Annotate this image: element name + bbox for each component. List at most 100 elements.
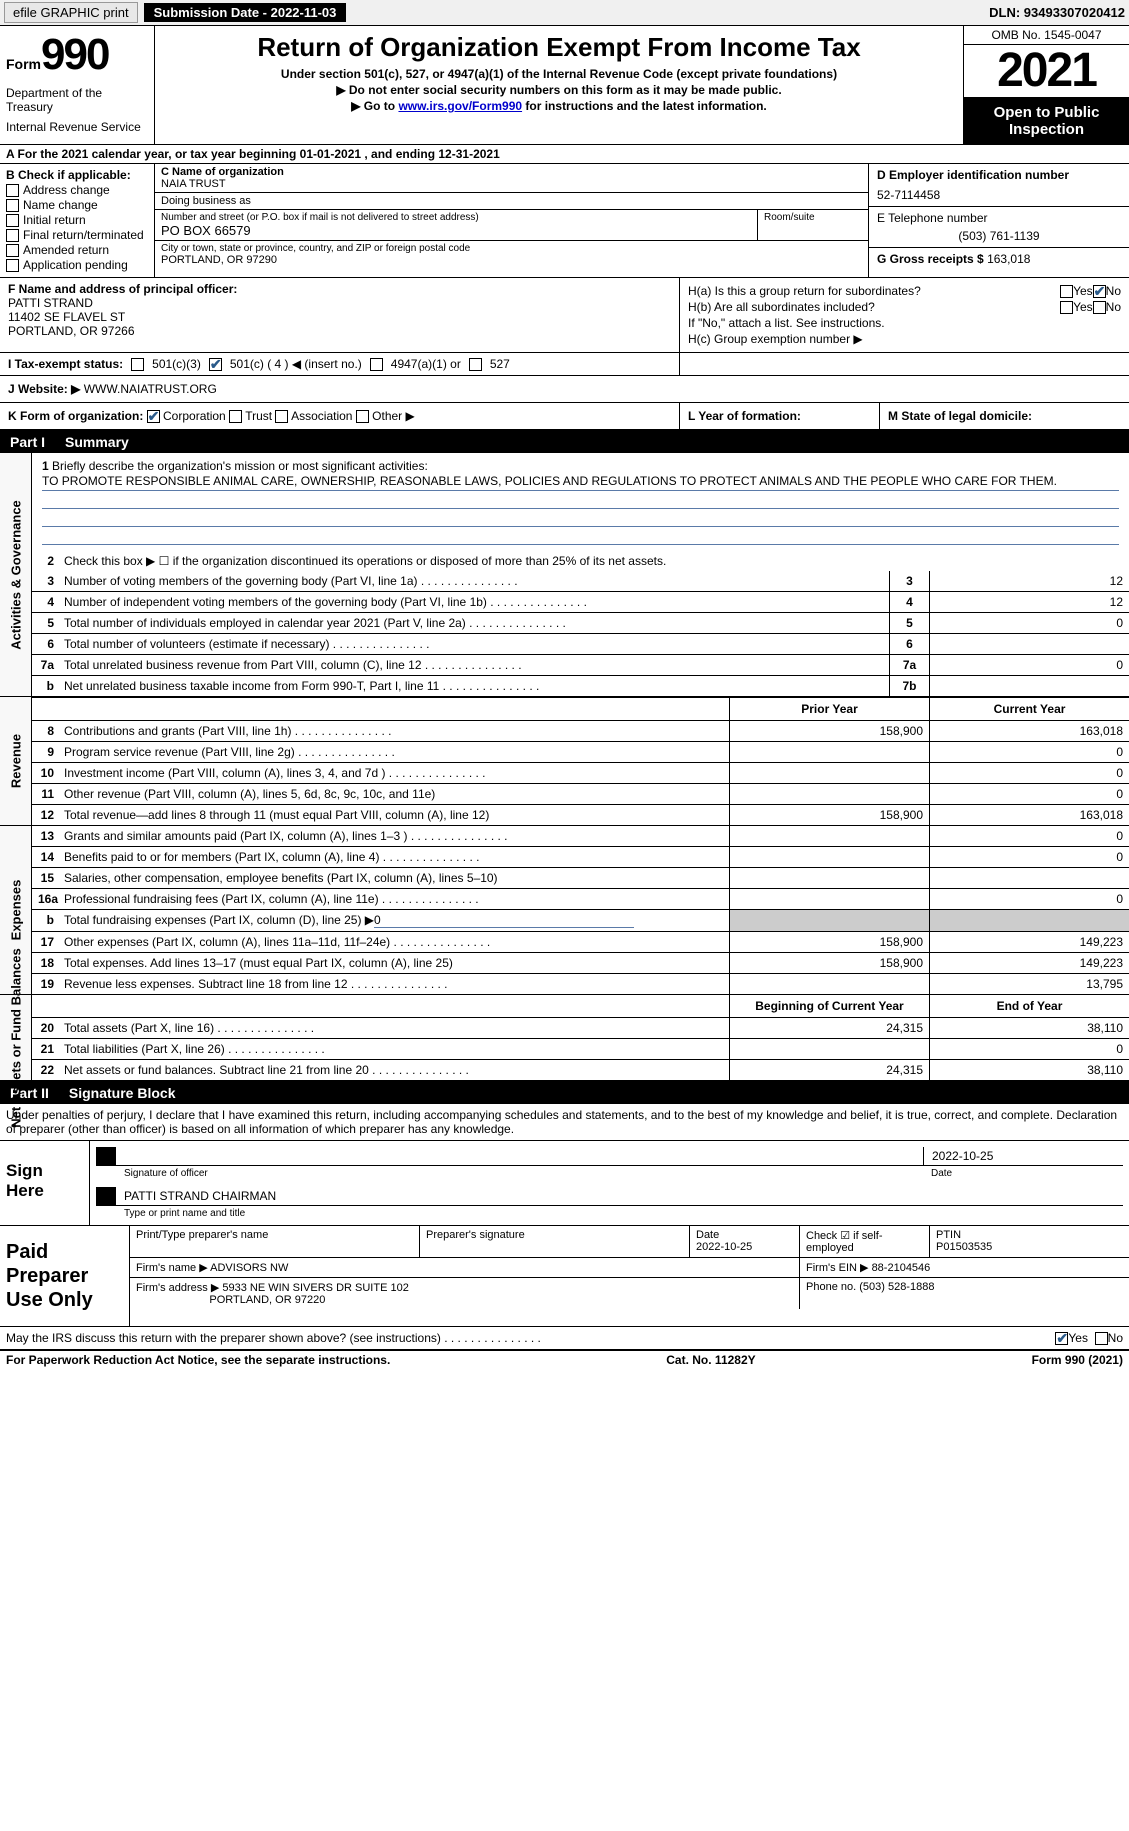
l18-num: 18 [32, 953, 60, 973]
l16b-current-shaded [929, 910, 1129, 931]
firm-addr-label: Firm's address ▶ [136, 1282, 219, 1294]
l22-num: 22 [32, 1060, 60, 1080]
activities-section: Activities & Governance 1 Briefly descri… [0, 453, 1129, 697]
l22-end: 38,110 [929, 1060, 1129, 1080]
l6-box: 6 [889, 634, 929, 654]
mission-label: Briefly describe the organization's miss… [52, 459, 428, 473]
l5-box: 5 [889, 613, 929, 633]
chk-4947[interactable] [370, 358, 383, 371]
chk-ha-no[interactable] [1093, 285, 1106, 298]
city-value: PORTLAND, OR 97290 [161, 254, 862, 266]
preparer-row: Paid Preparer Use Only Print/Type prepar… [0, 1226, 1129, 1327]
tax-year: 2021 [964, 45, 1129, 98]
current-year-header: Current Year [929, 698, 1129, 720]
officer-signature[interactable] [116, 1147, 923, 1165]
l8-prior: 158,900 [729, 721, 929, 741]
city-label: City or town, state or province, country… [161, 243, 862, 254]
firm-addr2: PORTLAND, OR 97220 [209, 1294, 325, 1306]
efile-button[interactable]: efile GRAPHIC print [4, 2, 138, 23]
chk-discuss-no[interactable] [1095, 1332, 1108, 1345]
l7b-val [929, 676, 1129, 696]
l17-current: 149,223 [929, 932, 1129, 952]
section-bcd: B Check if applicable: Address change Na… [0, 164, 1129, 278]
gross-label: G Gross receipts $ [877, 252, 984, 266]
street-value: PO BOX 66579 [161, 223, 751, 238]
l3-num: 3 [32, 571, 60, 591]
mission-blank1 [42, 491, 1119, 509]
l13-prior [729, 826, 929, 846]
chk-501c[interactable] [209, 358, 222, 371]
chk-other[interactable] [356, 410, 369, 423]
tel-label: E Telephone number [877, 211, 1121, 225]
l2-num: 2 [32, 551, 60, 571]
room-cell: Room/suite [758, 210, 868, 240]
chk-ha-yes[interactable] [1060, 285, 1073, 298]
begin-year-header: Beginning of Current Year [729, 995, 929, 1017]
chk-amended[interactable] [6, 244, 19, 257]
l3-desc: Number of voting members of the governin… [60, 571, 889, 591]
chk-initial-return[interactable] [6, 214, 19, 227]
chk-hb-yes[interactable] [1060, 301, 1073, 314]
l19-desc: Revenue less expenses. Subtract line 18 … [60, 974, 729, 994]
l18-desc: Total expenses. Add lines 13–17 (must eq… [60, 953, 729, 973]
org-name-label: C Name of organization [161, 166, 862, 178]
firm-ein-label: Firm's EIN ▶ [806, 1262, 869, 1274]
l21-end: 0 [929, 1039, 1129, 1059]
chk-hb-no[interactable] [1093, 301, 1106, 314]
l16a-prior [729, 889, 929, 909]
l3-box: 3 [889, 571, 929, 591]
expenses-section: Expenses 13Grants and similar amounts pa… [0, 826, 1129, 995]
officer-addr2: PORTLAND, OR 97266 [8, 324, 671, 338]
omb-year-cell: OMB No. 1545-0047 2021 Open to Public In… [964, 26, 1129, 144]
l7b-box: 7b [889, 676, 929, 696]
l16b-num: b [32, 910, 60, 931]
chk-501c3[interactable] [131, 358, 144, 371]
l4-val: 12 [929, 592, 1129, 612]
sig-date: 2022-10-25 [923, 1147, 1123, 1165]
chk-corp[interactable] [147, 410, 160, 423]
note2-suffix: for instructions and the latest informat… [522, 99, 767, 113]
prep-check-label: Check ☑ if self-employed [800, 1226, 930, 1257]
dba-row: Doing business as [155, 193, 868, 210]
chk-trust[interactable] [229, 410, 242, 423]
irs-link[interactable]: www.irs.gov/Form990 [398, 99, 522, 113]
lbl-501c3: 501(c)(3) [152, 357, 201, 371]
row-f-h: F Name and address of principal officer:… [0, 278, 1129, 353]
l7b-num: b [32, 676, 60, 696]
part1-title: Summary [65, 434, 129, 450]
sig-arrow-icon [96, 1147, 116, 1165]
omb-number: OMB No. 1545-0047 [964, 26, 1129, 45]
l17-prior: 158,900 [729, 932, 929, 952]
l2-desc: Check this box ▶ ☐ if the organization d… [60, 551, 1129, 571]
sig-label-text: Signature of officer [116, 1168, 923, 1179]
l6-num: 6 [32, 634, 60, 654]
chk-app-pending[interactable] [6, 259, 19, 272]
part1-num: Part I [10, 434, 45, 450]
lbl-trust: Trust [245, 409, 272, 423]
chk-discuss-yes[interactable] [1055, 1332, 1068, 1345]
l15-desc: Salaries, other compensation, employee b… [60, 868, 729, 888]
l11-prior [729, 784, 929, 804]
l21-desc: Total liabilities (Part X, line 26) [60, 1039, 729, 1059]
chk-assoc[interactable] [275, 410, 288, 423]
officer-label: F Name and address of principal officer: [8, 282, 671, 296]
mission-text: TO PROMOTE RESPONSIBLE ANIMAL CARE, OWNE… [42, 473, 1119, 491]
prep-date-label: Date [696, 1229, 719, 1241]
l18-current: 149,223 [929, 953, 1129, 973]
year-formation-label: L Year of formation: [688, 409, 801, 423]
ptin-label: PTIN [936, 1229, 961, 1241]
l12-prior: 158,900 [729, 805, 929, 825]
chk-final-return[interactable] [6, 229, 19, 242]
row-i: I Tax-exempt status: 501(c)(3) 501(c) ( … [0, 353, 1129, 376]
l10-desc: Investment income (Part VIII, column (A)… [60, 763, 729, 783]
chk-527[interactable] [469, 358, 482, 371]
chk-name-change[interactable] [6, 199, 19, 212]
mission-blank2 [42, 509, 1119, 527]
firm-name-label: Firm's name ▶ [136, 1262, 208, 1274]
lbl-4947: 4947(a)(1) or [391, 357, 461, 371]
l5-num: 5 [32, 613, 60, 633]
submission-date-badge: Submission Date - 2022-11-03 [144, 3, 347, 22]
chk-address-change[interactable] [6, 184, 19, 197]
prep-name-label: Print/Type preparer's name [136, 1229, 413, 1241]
l19-prior [729, 974, 929, 994]
